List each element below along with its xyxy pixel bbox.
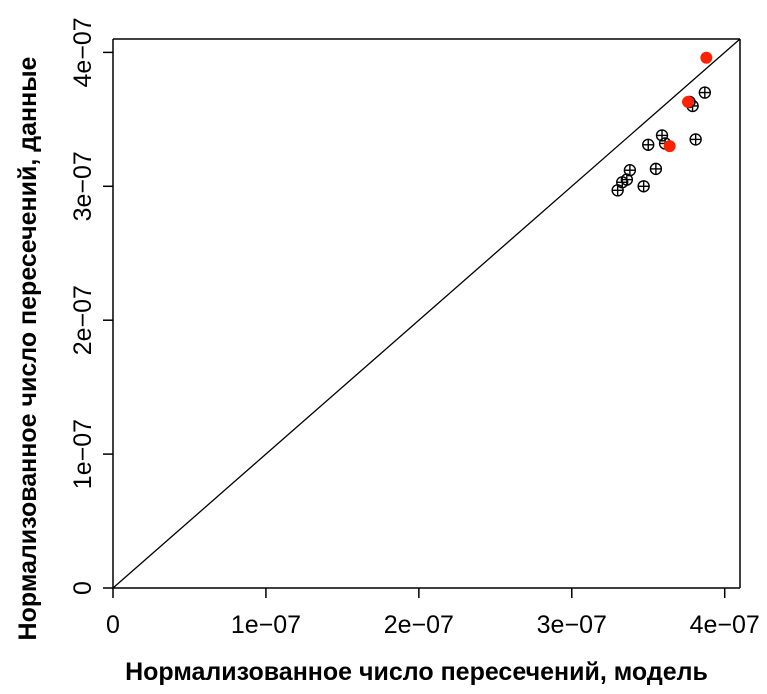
data-point-red [682,95,695,108]
data-point-circle-plus [623,164,637,177]
data-point-circle-plus [611,184,624,197]
y-tick-label: 2e−07 [69,285,97,355]
x-axis-title: Нормализованное число пересечений, модел… [125,658,708,686]
data-point-circle-plus [689,133,702,146]
x-tick-label: 1e−07 [231,611,301,639]
plot-area: 0 1e−07 2e−07 3e−07 4e−07 0 1e−07 2e−07 3e−07 4e… [69,17,760,639]
data-point-circle-plus [649,162,663,176]
y-tick-label: 1e−07 [69,419,97,489]
reference-line-y-equals-x [112,38,741,589]
y-axis-title: Нормализованное число пересечений, данны… [14,56,42,640]
data-point-circle-plus [655,129,669,142]
data-point-red [663,140,676,153]
data-points [611,51,713,197]
x-axis-ticks: 0 1e−07 2e−07 3e−07 4e−07 [106,588,760,639]
x-tick-label: 3e−07 [537,611,607,639]
x-tick-label: 4e−07 [690,611,760,639]
y-tick-label: 3e−07 [69,151,97,221]
y-axis-ticks: 0 1e−07 2e−07 3e−07 4e−07 [69,17,113,595]
data-point-circle-plus [642,138,655,151]
y-tick-label: 0 [69,581,97,595]
data-point-red [700,51,713,64]
data-point-circle-plus [637,180,650,193]
x-tick-label: 0 [106,611,120,639]
x-tick-label: 2e−07 [384,611,454,639]
data-point-circle-plus [698,86,712,99]
y-tick-label: 4e−07 [69,17,97,87]
